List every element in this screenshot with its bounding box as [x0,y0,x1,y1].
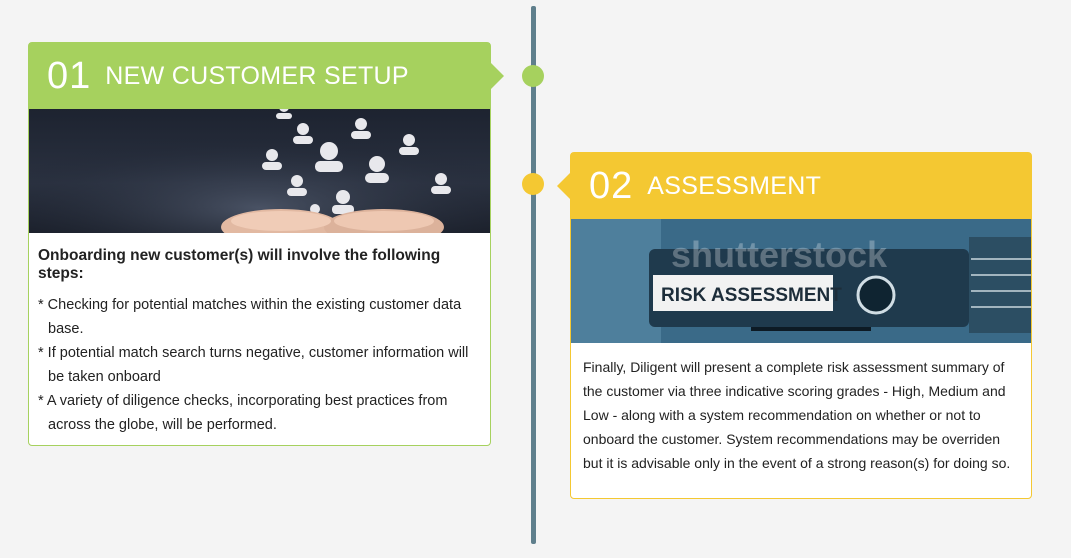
step-card-assessment: 02 ASSESSMENT RISK ASSESSMENT shuttersto… [557,152,1032,499]
step-description: Onboarding new customer(s) will involve … [29,233,490,437]
list-item: * A variety of diligence checks, incorpo… [38,393,448,433]
customer-network-image [29,109,490,233]
step-list: * Checking for potential matches within … [38,293,480,437]
step-title: NEW CUSTOMER SETUP [105,61,409,90]
risk-assessment-binder-image: RISK ASSESSMENT shutterstock [571,219,1031,343]
timeline-dot-step-2 [522,173,544,195]
step-card-new-customer-setup: 01 NEW CUSTOMER SETUP [28,42,504,446]
list-item: * Checking for potential matches within … [38,297,462,337]
step-lead-text: Onboarding new customer(s) will involve … [38,247,441,282]
watermark: shutterstock [671,234,888,275]
step-description: Finally, Diligent will present a complet… [583,359,1011,471]
step-title: ASSESSMENT [647,171,822,200]
step-header: 02 ASSESSMENT [557,153,1031,219]
binder-illustration: RISK ASSESSMENT shutterstock [571,219,1031,343]
step-header: 01 NEW CUSTOMER SETUP [29,43,504,109]
people-network-illustration [29,109,490,233]
image-label: RISK ASSESSMENT [661,285,842,306]
timeline-dot-step-1 [522,65,544,87]
step-number: 01 [47,54,92,97]
timeline-line [531,6,536,544]
step-number: 02 [589,164,634,207]
list-item: * If potential match search turns negati… [38,345,469,385]
